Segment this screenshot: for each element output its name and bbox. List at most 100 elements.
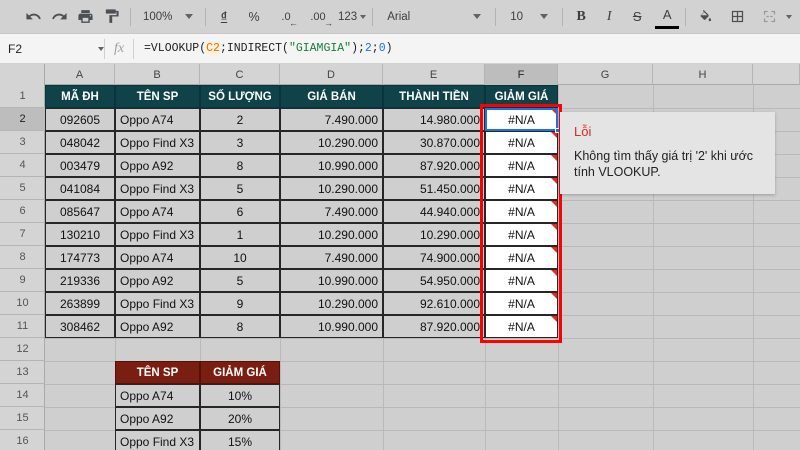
cell-d9[interactable]: 10.990.000: [280, 269, 383, 292]
cell-f2[interactable]: #N/A: [485, 108, 558, 131]
row-header-12[interactable]: 12: [0, 338, 45, 361]
cell-b7[interactable]: Oppo Find X3: [115, 223, 200, 246]
row-header-13[interactable]: 13: [0, 361, 45, 384]
cell-a10[interactable]: 263899: [45, 292, 115, 315]
cell-d11[interactable]: 10.990.000: [280, 315, 383, 338]
text-color-button[interactable]: A: [655, 5, 680, 29]
cell-b10[interactable]: Oppo Find X3: [115, 292, 200, 315]
cell-a3[interactable]: 048042: [45, 131, 115, 154]
cell-f4[interactable]: #N/A: [485, 154, 558, 177]
row-header-6[interactable]: 6: [0, 200, 45, 223]
column-header-a[interactable]: A: [45, 64, 115, 85]
formula-input[interactable]: =VLOOKUP(C2;INDIRECT("GIAMGIA");2;0): [134, 42, 800, 55]
font-size-dropdown[interactable]: 10: [502, 5, 556, 29]
cell-f3[interactable]: #N/A: [485, 131, 558, 154]
cell-e7[interactable]: 10.290.000: [383, 223, 485, 246]
cell-e5[interactable]: 51.450.000: [383, 177, 485, 200]
column-header-e[interactable]: E: [383, 64, 485, 85]
merge-cells-icon[interactable]: [756, 4, 782, 30]
strikethrough-button[interactable]: S: [632, 9, 642, 24]
row-header-4[interactable]: 4: [0, 154, 45, 177]
cell-e9[interactable]: 54.950.000: [383, 269, 485, 292]
cell-f8[interactable]: #N/A: [485, 246, 558, 269]
name-box[interactable]: F2: [8, 38, 104, 60]
cell-f7[interactable]: #N/A: [485, 223, 558, 246]
lookup-cell-c15[interactable]: 20%: [200, 407, 280, 430]
cell-a8[interactable]: 174773: [45, 246, 115, 269]
cell-f10[interactable]: #N/A: [485, 292, 558, 315]
cell-d10[interactable]: 10.290.000: [280, 292, 383, 315]
row-header-11[interactable]: 11: [0, 315, 45, 338]
cell-f6[interactable]: #N/A: [485, 200, 558, 223]
lookup-cell-c16[interactable]: 15%: [200, 430, 280, 450]
cell-d8[interactable]: 7.490.000: [280, 246, 383, 269]
column-header-c[interactable]: C: [200, 64, 280, 85]
cell-d4[interactable]: 10.990.000: [280, 154, 383, 177]
column-header-g[interactable]: G: [558, 64, 653, 85]
cell-d3[interactable]: 10.290.000: [280, 131, 383, 154]
cell-b4[interactable]: Oppo A92: [115, 154, 200, 177]
toolbar-overflow-chevron-icon[interactable]: [786, 14, 793, 19]
row-header-2[interactable]: 2: [0, 108, 45, 131]
cell-e10[interactable]: 92.610.000: [383, 292, 485, 315]
cell-d7[interactable]: 10.290.000: [280, 223, 383, 246]
cell-b6[interactable]: Oppo A74: [115, 200, 200, 223]
cell-f5[interactable]: #N/A: [485, 177, 558, 200]
cell-b11[interactable]: Oppo A92: [115, 315, 200, 338]
cell-b8[interactable]: Oppo A74: [115, 246, 200, 269]
lookup-cell-b15[interactable]: Oppo A92: [115, 407, 200, 430]
lookup-cell-c14[interactable]: 10%: [200, 384, 280, 407]
cell-c6[interactable]: 6: [200, 200, 280, 223]
cell-e6[interactable]: 44.940.000: [383, 200, 485, 223]
cell-b5[interactable]: Oppo Find X3: [115, 177, 200, 200]
cell-e8[interactable]: 74.900.000: [383, 246, 485, 269]
lookup-cell-b14[interactable]: Oppo A74: [115, 384, 200, 407]
column-header-h[interactable]: H: [653, 64, 753, 85]
cell-b9[interactable]: Oppo A92: [115, 269, 200, 292]
cell-c4[interactable]: 8: [200, 154, 280, 177]
cell-e2[interactable]: 14.980.000: [383, 108, 485, 131]
row-header-14[interactable]: 14: [0, 384, 45, 407]
bold-button[interactable]: B: [576, 8, 586, 24]
cell-e11[interactable]: 87.920.000: [383, 315, 485, 338]
row-header-3[interactable]: 3: [0, 131, 45, 154]
cell-c2[interactable]: 2: [200, 108, 280, 131]
fill-color-icon[interactable]: [692, 4, 718, 30]
cell-a9[interactable]: 219336: [45, 269, 115, 292]
cell-b3[interactable]: Oppo Find X3: [115, 131, 200, 154]
currency-format-button[interactable]: ₫: [220, 9, 228, 24]
cell-c8[interactable]: 10: [200, 246, 280, 269]
cell-c10[interactable]: 9: [200, 292, 280, 315]
row-header-16[interactable]: 16: [0, 430, 45, 450]
decrease-decimal-button[interactable]: .0 ←: [274, 5, 298, 29]
row-header-5[interactable]: 5: [0, 177, 45, 200]
row-header-8[interactable]: 8: [0, 246, 45, 269]
lookup-cell-b16[interactable]: Oppo Find X3: [115, 430, 200, 450]
more-formats-dropdown[interactable]: 123: [338, 5, 367, 29]
cell-d6[interactable]: 7.490.000: [280, 200, 383, 223]
cell-a6[interactable]: 085647: [45, 200, 115, 223]
column-header-f[interactable]: F: [485, 64, 558, 85]
font-family-dropdown[interactable]: Arial: [379, 5, 489, 29]
undo-icon[interactable]: [20, 4, 46, 30]
cell-b2[interactable]: Oppo A74: [115, 108, 200, 131]
cell-a2[interactable]: 092605: [45, 108, 115, 131]
cell-f9[interactable]: #N/A: [485, 269, 558, 292]
column-header-d[interactable]: D: [280, 64, 383, 85]
borders-icon[interactable]: [724, 4, 750, 30]
column-header-b[interactable]: B: [115, 64, 200, 85]
cell-c3[interactable]: 3: [200, 131, 280, 154]
print-icon[interactable]: [72, 4, 98, 30]
zoom-dropdown[interactable]: 100%: [137, 5, 199, 29]
cell-a11[interactable]: 308462: [45, 315, 115, 338]
cell-d5[interactable]: 10.290.000: [280, 177, 383, 200]
cell-c7[interactable]: 1: [200, 223, 280, 246]
row-header-10[interactable]: 10: [0, 292, 45, 315]
redo-icon[interactable]: [46, 4, 72, 30]
row-header-15[interactable]: 15: [0, 407, 45, 430]
cell-a5[interactable]: 041084: [45, 177, 115, 200]
cell-a7[interactable]: 130210: [45, 223, 115, 246]
cell-c9[interactable]: 5: [200, 269, 280, 292]
cell-c5[interactable]: 5: [200, 177, 280, 200]
cell-e3[interactable]: 30.870.000: [383, 131, 485, 154]
